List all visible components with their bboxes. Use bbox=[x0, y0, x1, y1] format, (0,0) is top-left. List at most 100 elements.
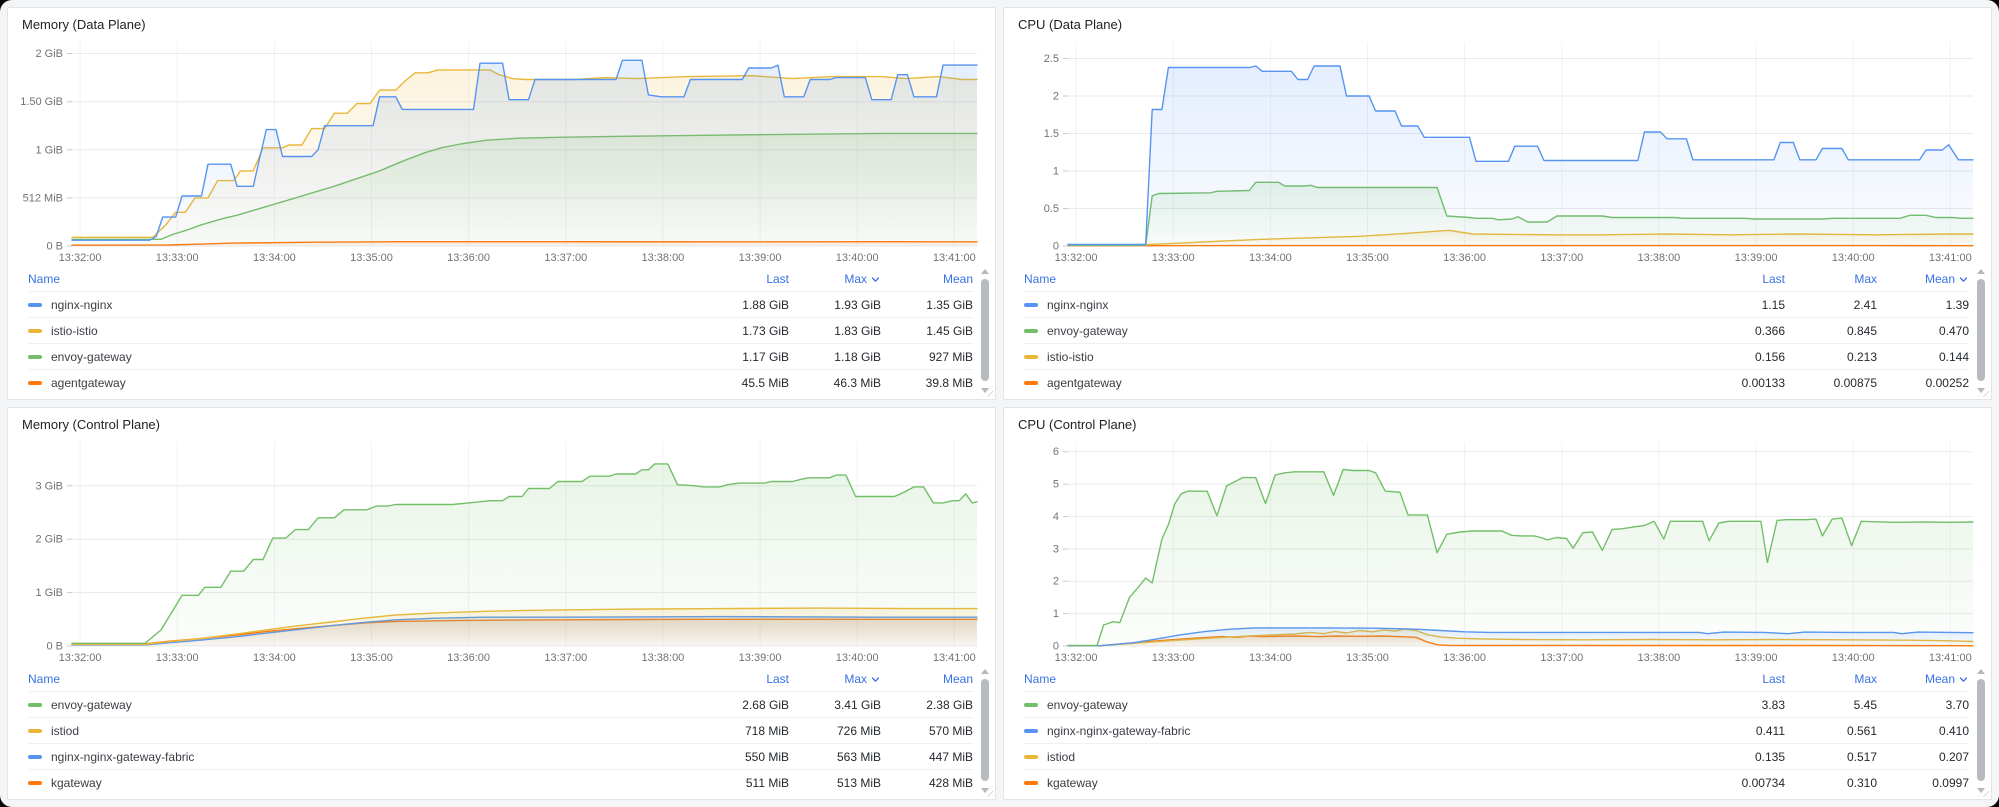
legend-column-header-name[interactable]: Name bbox=[1024, 272, 1693, 286]
svg-text:13:32:00: 13:32:00 bbox=[59, 652, 102, 664]
series-name-cell[interactable]: nginx-nginx-gateway-fabric bbox=[1024, 724, 1693, 738]
legend-column-header-last[interactable]: Last bbox=[697, 672, 789, 686]
series-name-cell[interactable]: envoy-gateway bbox=[1024, 698, 1693, 712]
resize-grip-icon[interactable] bbox=[982, 386, 993, 397]
legend-row: istiod 718 MiB 726 MiB 570 MiB bbox=[28, 717, 973, 743]
series-name-cell[interactable]: kgateway bbox=[28, 776, 697, 790]
legend-column-header-max[interactable]: Max bbox=[1785, 672, 1877, 686]
svg-text:13:41:00: 13:41:00 bbox=[1929, 252, 1972, 264]
series-name: istio-istio bbox=[1047, 349, 1094, 364]
stat-max: 5.45 bbox=[1853, 697, 1877, 712]
chart-canvas[interactable]: 13:32:00 13:33:00 13:34:00 13:35:00 13:36:00… bbox=[14, 432, 989, 667]
svg-text:13:40:00: 13:40:00 bbox=[1832, 652, 1875, 664]
legend-column-header-mean[interactable]: Mean bbox=[881, 672, 973, 686]
resize-grip-icon[interactable] bbox=[1978, 386, 1989, 397]
svg-text:6: 6 bbox=[1053, 446, 1059, 458]
svg-text:13:38:00: 13:38:00 bbox=[641, 652, 684, 664]
series-name-cell[interactable]: agentgateway bbox=[1024, 376, 1693, 390]
stat-max: 0.00875 bbox=[1833, 375, 1877, 390]
panel-title[interactable]: Memory (Control Plane) bbox=[22, 417, 160, 432]
column-label: Max bbox=[1854, 672, 1877, 686]
stat-last: 718 MiB bbox=[744, 723, 789, 738]
svg-text:0 B: 0 B bbox=[46, 241, 63, 253]
legend-scrollbar[interactable] bbox=[980, 669, 990, 793]
svg-text:13:40:00: 13:40:00 bbox=[1832, 252, 1875, 264]
chart-canvas[interactable]: 13:32:00 13:33:00 13:34:00 13:35:00 13:36:00… bbox=[1010, 432, 1985, 667]
legend-column-header-mean[interactable]: Mean bbox=[881, 272, 973, 286]
series-name-cell[interactable]: envoy-gateway bbox=[28, 350, 697, 364]
series-name-cell[interactable]: istio-istio bbox=[1024, 350, 1693, 364]
svg-text:13:39:00: 13:39:00 bbox=[739, 652, 782, 664]
legend-column-header-name[interactable]: Name bbox=[1024, 672, 1693, 686]
panel-title[interactable]: Memory (Data Plane) bbox=[22, 17, 146, 32]
series-name: kgateway bbox=[1047, 775, 1098, 790]
series-name-cell[interactable]: nginx-nginx bbox=[28, 298, 697, 312]
svg-text:13:33:00: 13:33:00 bbox=[1152, 652, 1195, 664]
chart-canvas[interactable]: 13:32:00 13:33:00 13:34:00 13:35:00 13:36:00… bbox=[14, 32, 989, 267]
legend-column-header-mean[interactable]: Mean bbox=[1877, 672, 1969, 686]
svg-text:512 MiB: 512 MiB bbox=[23, 192, 63, 204]
svg-text:13:36:00: 13:36:00 bbox=[447, 652, 490, 664]
sort-chevron-icon bbox=[871, 276, 880, 282]
series-name-cell[interactable]: envoy-gateway bbox=[1024, 324, 1693, 338]
legend-column-header-name[interactable]: Name bbox=[28, 672, 697, 686]
scrollbar-thumb[interactable] bbox=[981, 279, 989, 381]
svg-text:13:33:00: 13:33:00 bbox=[156, 252, 199, 264]
legend-row: nginx-nginx 1.15 2.41 1.39 bbox=[1024, 291, 1969, 317]
series-name: agentgateway bbox=[1047, 375, 1122, 390]
scrollbar-thumb[interactable] bbox=[981, 679, 989, 781]
series-color-swatch-icon bbox=[1024, 302, 1038, 307]
resize-grip-icon[interactable] bbox=[1978, 786, 1989, 797]
series-name-cell[interactable]: nginx-nginx bbox=[1024, 298, 1693, 312]
stat-max: 0.845 bbox=[1846, 323, 1877, 338]
legend-scrollbar[interactable] bbox=[1976, 269, 1986, 393]
scrollbar-thumb[interactable] bbox=[1977, 279, 1985, 381]
legend-column-header-mean[interactable]: Mean bbox=[1877, 272, 1969, 286]
series-name-cell[interactable]: istiod bbox=[1024, 750, 1693, 764]
stat-mean: 0.207 bbox=[1938, 749, 1969, 764]
stat-last: 2.68 GiB bbox=[742, 697, 789, 712]
series-name-cell[interactable]: istiod bbox=[28, 724, 697, 738]
legend-column-header-max[interactable]: Max bbox=[789, 672, 881, 686]
svg-text:4: 4 bbox=[1053, 511, 1059, 523]
column-label: Last bbox=[1762, 272, 1785, 286]
legend: Name Last Max Mean nginx-nginx 1.15 2.41 1.39 e… bbox=[1004, 267, 1991, 399]
stat-mean: 428 MiB bbox=[928, 775, 973, 790]
legend-scrollbar[interactable] bbox=[980, 269, 990, 393]
series-name-cell[interactable]: nginx-nginx-gateway-fabric bbox=[28, 750, 697, 764]
legend-column-header-max[interactable]: Max bbox=[789, 272, 881, 286]
series-name: istiod bbox=[51, 723, 80, 738]
svg-text:3 GiB: 3 GiB bbox=[35, 480, 63, 492]
series-color-swatch-icon bbox=[28, 302, 42, 307]
legend-column-header-last[interactable]: Last bbox=[1693, 672, 1785, 686]
series-name-cell[interactable]: agentgateway bbox=[28, 376, 697, 390]
svg-text:5: 5 bbox=[1053, 479, 1059, 491]
column-label: Name bbox=[28, 272, 61, 286]
chart-canvas[interactable]: 13:32:00 13:33:00 13:34:00 13:35:00 13:36:00… bbox=[1010, 32, 1985, 267]
panel: CPU (Data Plane) 13:32:00 13:33:00 13:34:0… bbox=[1003, 7, 1992, 400]
svg-text:13:38:00: 13:38:00 bbox=[1637, 652, 1680, 664]
series-color-swatch-icon bbox=[28, 702, 42, 707]
legend-column-header-max[interactable]: Max bbox=[1785, 272, 1877, 286]
legend-scrollbar[interactable] bbox=[1976, 669, 1986, 793]
panel-title[interactable]: CPU (Data Plane) bbox=[1018, 17, 1123, 32]
series-name: nginx-nginx-gateway-fabric bbox=[51, 749, 195, 764]
legend-column-header-name[interactable]: Name bbox=[28, 272, 697, 286]
resize-grip-icon[interactable] bbox=[982, 786, 993, 797]
legend-header: Name Last Max Mean bbox=[28, 667, 973, 691]
series-name-cell[interactable]: envoy-gateway bbox=[28, 698, 697, 712]
series-color-swatch-icon bbox=[1024, 354, 1038, 359]
svg-text:13:35:00: 13:35:00 bbox=[1346, 252, 1389, 264]
svg-text:0.5: 0.5 bbox=[1044, 203, 1059, 215]
panel-title[interactable]: CPU (Control Plane) bbox=[1018, 417, 1137, 432]
svg-text:2: 2 bbox=[1053, 91, 1059, 103]
series-name-cell[interactable]: kgateway bbox=[1024, 776, 1693, 790]
stat-max: 1.18 GiB bbox=[834, 349, 881, 364]
series-name-cell[interactable]: istio-istio bbox=[28, 324, 697, 338]
scroll-up-icon bbox=[1977, 269, 1985, 274]
legend-column-header-last[interactable]: Last bbox=[697, 272, 789, 286]
scrollbar-thumb[interactable] bbox=[1977, 679, 1985, 781]
legend-row: envoy-gateway 0.366 0.845 0.470 bbox=[1024, 317, 1969, 343]
legend-column-header-last[interactable]: Last bbox=[1693, 272, 1785, 286]
column-label: Max bbox=[1854, 272, 1877, 286]
